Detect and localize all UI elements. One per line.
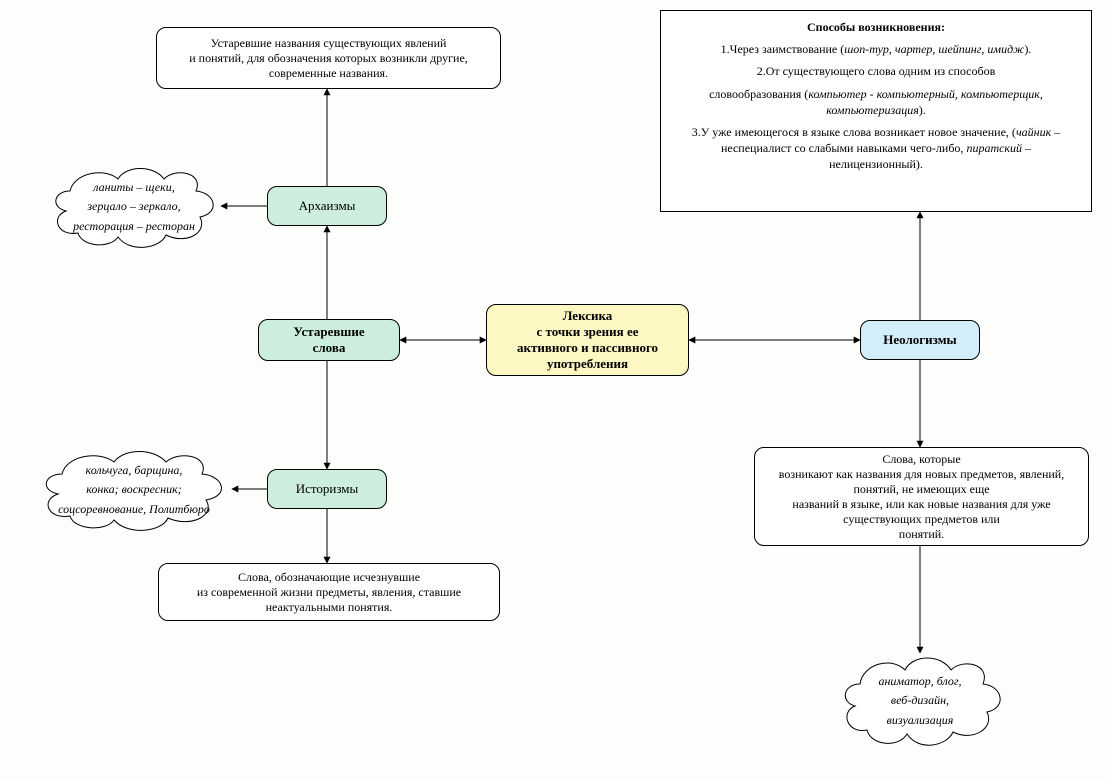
- ist-def-l1: Слова, обозначающие исчезнувшие: [238, 570, 420, 585]
- neolog-label: Неологизмы: [883, 332, 956, 348]
- ustarev-l2: слова: [313, 340, 346, 356]
- box-ist-def: Слова, обозначающие исчезнувшие из совре…: [158, 563, 500, 621]
- cloud-neo-l1: аниматор, блог,: [878, 672, 961, 691]
- sposoby-p4: 3.У уже имеющегося в языке слова возника…: [675, 124, 1077, 173]
- center-l3: активного и пассивного: [517, 340, 658, 356]
- cloud-neo: аниматор, блог, веб-дизайн, визуализация: [835, 652, 1005, 750]
- cloud-arch: ланиты – щеки, зерцало – зеркало, рестор…: [44, 163, 224, 251]
- cloud-ist-l1: кольчуга, барщина,: [58, 461, 210, 480]
- center-l2: с точки зрения ее: [537, 324, 639, 340]
- cloud-arch-l3: ресторация – ресторан: [73, 217, 195, 236]
- center-l4: употребления: [547, 356, 628, 372]
- cloud-arch-l1: ланиты – щеки,: [73, 178, 195, 197]
- node-center: Лексика с точки зрения ее активного и па…: [486, 304, 689, 376]
- istorizmy-label: Историзмы: [296, 481, 359, 497]
- cloud-ist: кольчуга, барщина, конка; воскресник; со…: [34, 446, 234, 534]
- node-neolog: Неологизмы: [860, 320, 980, 360]
- cloud-neo-l3: визуализация: [878, 711, 961, 730]
- neo-def-l5: существующих предметов или: [843, 512, 1000, 527]
- cloud-arch-l2: зерцало – зеркало,: [73, 197, 195, 216]
- ist-def-l3: неактуальными понятия.: [266, 600, 393, 615]
- ustarev-l1: Устаревшие: [293, 324, 364, 340]
- archaizmy-label: Архаизмы: [299, 198, 356, 214]
- neo-def-l1: Слова, которые: [882, 452, 960, 467]
- neo-def-l4: названий в языке, или как новые названия…: [792, 497, 1050, 512]
- cloud-ist-l2: конка; воскресник;: [58, 480, 210, 499]
- neo-def-l6: понятий.: [899, 527, 944, 542]
- ist-def-l2: из современной жизни предметы, явления, …: [197, 585, 461, 600]
- arch-def-l2: и понятий, для обозначения которых возни…: [189, 51, 468, 66]
- neo-def-l2: возникают как названия для новых предмет…: [779, 467, 1064, 482]
- sposoby-p3: словообразования (компьютер - компьютерн…: [675, 86, 1077, 118]
- node-istorizmy: Историзмы: [267, 469, 387, 509]
- box-neo-def: Слова, которые возникают как названия дл…: [754, 447, 1089, 546]
- sposoby-title: Способы возникновения:: [807, 19, 945, 35]
- box-arch-def: Устаревшие названия существующих явлений…: [156, 27, 501, 89]
- sposoby-p1: 1.Через заимствование (шоп-тур, чартер, …: [721, 41, 1032, 57]
- node-ustarev: Устаревшие слова: [258, 319, 400, 361]
- node-archaizmy: Архаизмы: [267, 186, 387, 226]
- neo-def-l3: понятий, не имеющих еще: [853, 482, 989, 497]
- sposoby-p2: 2.От существующего слова одним из способ…: [757, 63, 996, 79]
- arch-def-l1: Устаревшие названия существующих явлений: [211, 36, 447, 51]
- cloud-neo-l2: веб-дизайн,: [878, 691, 961, 710]
- arch-def-l3: современные названия.: [269, 66, 388, 81]
- cloud-ist-l3: соцсоревнование, Политбюро: [58, 500, 210, 519]
- box-sposoby: Способы возникновения: 1.Через заимствов…: [660, 10, 1092, 212]
- center-l1: Лексика: [563, 308, 613, 324]
